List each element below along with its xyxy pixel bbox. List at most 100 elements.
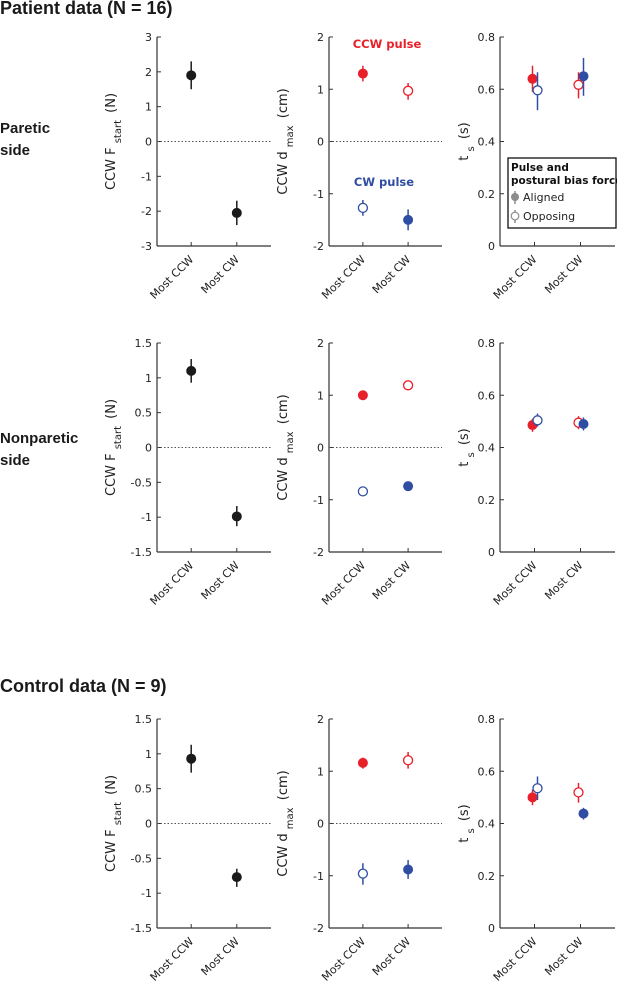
y-tick-label: 0.5 <box>135 407 153 420</box>
y-tick-label: -1.5 <box>131 922 152 935</box>
y-axis-label: t s (s) <box>457 122 477 161</box>
y-tick-label: 0.2 <box>478 870 496 883</box>
x-tick-label: Most CW <box>370 559 413 602</box>
filled-data-point <box>186 70 197 81</box>
y-axis-label: t s (s) <box>457 428 477 467</box>
x-tick-label: Most CCW <box>491 935 540 984</box>
y-label-subscript: max <box>285 431 296 453</box>
y-tick-label: 1 <box>317 389 324 402</box>
y-tick-label: -0.5 <box>131 476 152 489</box>
y-tick-label: 0 <box>145 136 152 149</box>
filled-data-point <box>578 71 589 82</box>
y-label-subscript: start <box>113 426 124 449</box>
x-tick-label: Most CW <box>199 559 242 602</box>
y-label-subscript: max <box>285 807 296 829</box>
x-tick-label: Most CCW <box>491 559 540 608</box>
y-tick-label: 0 <box>317 818 324 831</box>
y-axis-label: CCW d max (cm) <box>276 394 296 500</box>
legend-title-line1: Pulse and <box>511 162 569 174</box>
filled-data-point <box>231 207 242 218</box>
legend-aligned-label: Aligned <box>523 191 564 204</box>
x-tick-label: Most CW <box>542 935 585 978</box>
row-label-line2: side <box>0 452 31 469</box>
x-tick-label: Most CCW <box>148 559 197 608</box>
filled-data-point <box>403 864 414 875</box>
y-tick-label: -0.5 <box>131 852 152 865</box>
y-tick-label: 0 <box>488 546 495 559</box>
y-tick-label: 2 <box>317 713 324 726</box>
y-tick-label: -1 <box>313 870 324 883</box>
y-label-unit: (s) <box>457 428 472 449</box>
y-tick-label: 0.4 <box>478 136 496 149</box>
filled-data-point <box>578 808 589 819</box>
y-tick-label: 0.6 <box>478 83 496 96</box>
filled-data-point <box>186 365 197 376</box>
x-tick-label: Most CCW <box>491 253 540 302</box>
y-label-main: CCW F <box>104 825 119 872</box>
y-label-subscript: max <box>285 125 296 147</box>
y-label-unit: (N) <box>104 775 119 799</box>
y-label-main: t <box>457 458 472 467</box>
y-tick-label: -1 <box>141 170 152 183</box>
filled-data-point <box>231 872 242 883</box>
y-tick-label: 0.4 <box>478 442 496 455</box>
open-data-point <box>532 415 543 426</box>
legend-opposing-label: Opposing <box>523 210 575 223</box>
y-tick-label: -3 <box>141 240 152 253</box>
y-label-subscript: start <box>113 802 124 825</box>
filled-data-point <box>357 390 368 401</box>
open-data-point <box>532 85 543 96</box>
y-tick-label: 2 <box>145 66 152 79</box>
y-tick-label: 1.5 <box>135 713 153 726</box>
y-tick-label: 0 <box>317 442 324 455</box>
y-tick-label: -1 <box>313 494 324 507</box>
filled-data-point <box>186 753 197 764</box>
y-label-main: CCW d <box>276 829 291 877</box>
x-tick-label: Most CCW <box>148 253 197 302</box>
y-label-unit: (N) <box>104 93 119 117</box>
x-tick-label: Most CCW <box>319 253 368 302</box>
y-axis-label: CCW F start (N) <box>104 399 124 496</box>
y-label-main: t <box>457 152 472 161</box>
y-tick-label: 1 <box>145 748 152 761</box>
y-tick-label: 0 <box>317 136 324 149</box>
legend-box <box>507 157 617 229</box>
y-tick-label: -2 <box>313 546 324 559</box>
y-axis-label: CCW F start (N) <box>104 775 124 872</box>
filled-data-point <box>403 481 414 492</box>
y-tick-label: 1 <box>145 372 152 385</box>
y-tick-label: -1 <box>141 887 152 900</box>
open-data-point <box>573 787 584 798</box>
open-data-point <box>573 79 584 90</box>
y-tick-label: 0.6 <box>478 389 496 402</box>
y-tick-label: 2 <box>317 31 324 44</box>
legend-filled-marker-icon <box>511 193 519 201</box>
row-label-paretic: Paretic side <box>0 118 50 162</box>
y-tick-label: 0.8 <box>478 713 496 726</box>
y-tick-label: 1 <box>145 101 152 114</box>
y-tick-label: 0 <box>488 240 495 253</box>
row-label-line2: side <box>0 142 31 159</box>
y-label-unit: (s) <box>457 804 472 825</box>
x-tick-label: Most CCW <box>148 935 197 984</box>
y-label-subscript: s <box>466 452 477 457</box>
open-data-point <box>357 868 369 879</box>
y-tick-label: 1 <box>317 83 324 96</box>
y-label-main: CCW d <box>276 147 291 195</box>
open-data-point <box>402 85 414 96</box>
control-data-heading: Control data (N = 9) <box>0 676 167 696</box>
x-tick-label: Most CW <box>199 935 242 978</box>
y-label-main: CCW d <box>276 453 291 501</box>
y-label-unit: (cm) <box>276 394 291 428</box>
y-tick-label: -1 <box>313 188 324 201</box>
y-tick-label: -1.5 <box>131 546 152 559</box>
